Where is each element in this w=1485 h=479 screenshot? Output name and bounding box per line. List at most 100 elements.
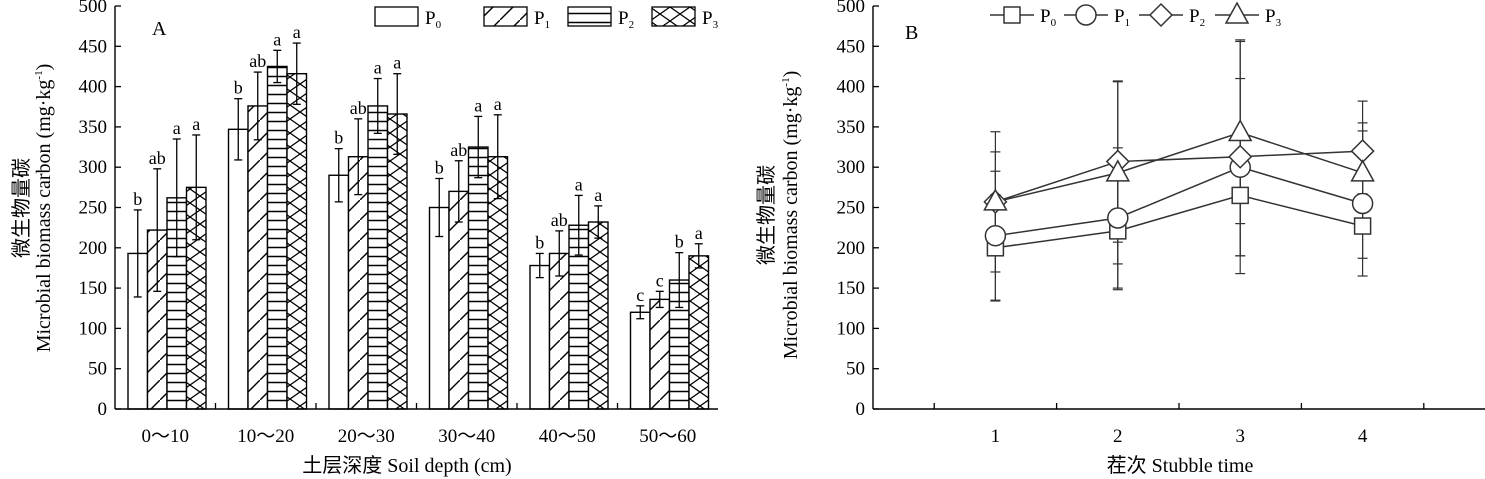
significance-label: a xyxy=(695,223,703,243)
legend-label: P2 xyxy=(1189,6,1205,29)
legend-swatch-p2 xyxy=(567,6,612,27)
significance-label: b xyxy=(535,232,544,252)
y-tick-label: 250 xyxy=(837,198,866,219)
panel-b-xlabel: 茬次 Stubble time xyxy=(1107,454,1254,477)
significance-label: c xyxy=(656,270,664,290)
panel-a-xlabel: 土层深度 Soil depth (cm) xyxy=(302,454,511,477)
x-tick-label: 50～60 xyxy=(639,426,696,447)
bar-p1 xyxy=(548,252,570,410)
significance-label: ab xyxy=(551,210,568,230)
panel-a-ylabel-text: Microbial biomass carbon (mg·kg xyxy=(33,80,55,353)
significance-label: a xyxy=(374,58,382,78)
significance-label: b xyxy=(133,189,142,209)
y-tick-label: 150 xyxy=(79,278,108,299)
bar-p2 xyxy=(467,146,489,410)
significance-label: ab xyxy=(450,140,467,160)
significance-label: a xyxy=(273,29,281,49)
significance-label: ab xyxy=(149,148,166,168)
panel-a-letter: A xyxy=(152,18,167,40)
significance-label: ab xyxy=(249,51,266,71)
significance-label: a xyxy=(192,114,200,134)
marker-diamond xyxy=(1228,144,1253,169)
panel-b-series xyxy=(983,39,1375,302)
y-tick-label: 100 xyxy=(837,318,866,339)
marker-triangle xyxy=(1227,118,1253,142)
y-tick-label: 50 xyxy=(846,359,865,380)
bar-p1 xyxy=(247,105,269,410)
panel-b-ylabel-en: Microbial biomass carbon (mg·kg-1) xyxy=(780,71,802,360)
marker-diamond xyxy=(1350,139,1375,164)
bar-p0 xyxy=(428,206,450,410)
y-tick-label: 0 xyxy=(856,399,866,420)
significance-label: a xyxy=(474,95,482,115)
marker-circle xyxy=(1107,207,1129,229)
legend-label: P2 xyxy=(618,8,634,31)
marker-diamond xyxy=(1148,2,1174,28)
bar-p3 xyxy=(688,255,710,410)
legend-label: P3 xyxy=(1265,6,1282,29)
significance-label: a xyxy=(494,94,502,114)
panel-b-ylabel-sup: -1 xyxy=(780,77,792,86)
legend-swatch-p0 xyxy=(374,6,419,27)
significance-label: a xyxy=(173,118,181,138)
significance-label: a xyxy=(393,53,401,73)
y-tick-label: 400 xyxy=(837,77,866,98)
x-tick-label: 1 xyxy=(991,426,1001,447)
y-tick-label: 350 xyxy=(837,117,866,138)
marker-square xyxy=(1353,217,1372,235)
significance-label: ab xyxy=(350,98,367,118)
y-tick-label: 100 xyxy=(79,318,108,339)
y-tick-label: 150 xyxy=(837,278,866,299)
panel-a-ylabel-cn: 微生物量碳 xyxy=(10,158,33,258)
significance-label: c xyxy=(636,285,644,305)
bar-p2 xyxy=(367,105,389,410)
x-tick-label: 3 xyxy=(1235,426,1245,447)
significance-label: a xyxy=(293,22,301,42)
legend-label: P0 xyxy=(1040,6,1057,29)
y-tick-label: 300 xyxy=(79,157,108,178)
significance-label: b xyxy=(675,232,684,252)
significance-label: a xyxy=(594,185,602,205)
y-tick-label: 0 xyxy=(98,399,108,420)
y-tick-label: 200 xyxy=(79,238,108,259)
bar-p0 xyxy=(529,264,551,410)
panel-b-letter: B xyxy=(905,22,918,44)
x-tick-label: 40～50 xyxy=(539,426,596,447)
panel-b-ylabel-close: ) xyxy=(780,71,802,78)
marker-circle xyxy=(984,224,1007,247)
panel-a-legend: P0 P1 P2 P3 xyxy=(374,6,719,31)
marker-triangle xyxy=(1350,159,1375,182)
panel-a-ylabel-sup: -1 xyxy=(33,70,45,79)
significance-label: b xyxy=(435,157,444,177)
marker-circle xyxy=(1351,192,1374,215)
y-tick-label: 450 xyxy=(79,36,108,57)
y-tick-label: 50 xyxy=(88,359,107,380)
panel-b-axes: 0 50 100 150 200 250 300 350 400 450 500 1 2 3 4 xyxy=(837,0,1485,447)
legend-label: P1 xyxy=(534,8,550,31)
y-tick-label: 250 xyxy=(79,198,108,219)
panel-a-ylabel-close: ) xyxy=(33,64,55,71)
legend-swatch-p3 xyxy=(651,6,696,27)
significance-label: a xyxy=(575,174,583,194)
bar-p1 xyxy=(448,190,470,410)
bar-p2 xyxy=(266,65,288,410)
panel-b-ylabel-text: Microbial biomass carbon (mg·kg xyxy=(780,87,802,360)
bar-p3 xyxy=(286,73,308,410)
panel-a-ylabel-en: Microbial biomass carbon (mg·kg-1) xyxy=(33,64,55,353)
series-line-p2 xyxy=(995,150,1363,203)
series-line-p3 xyxy=(995,131,1363,203)
y-tick-label: 300 xyxy=(837,157,866,178)
legend-label: P0 xyxy=(425,8,442,31)
bar-p3 xyxy=(587,221,609,410)
legend-label: P3 xyxy=(702,8,719,31)
marker-circle xyxy=(1075,4,1097,26)
x-tick-label: 4 xyxy=(1358,426,1368,447)
legend-swatch-p1 xyxy=(483,6,528,27)
significance-label: b xyxy=(334,128,343,148)
bar-p0 xyxy=(629,311,651,410)
bar-p0 xyxy=(328,174,350,410)
legend-label: P1 xyxy=(1114,6,1130,29)
y-tick-label: 350 xyxy=(79,117,108,138)
